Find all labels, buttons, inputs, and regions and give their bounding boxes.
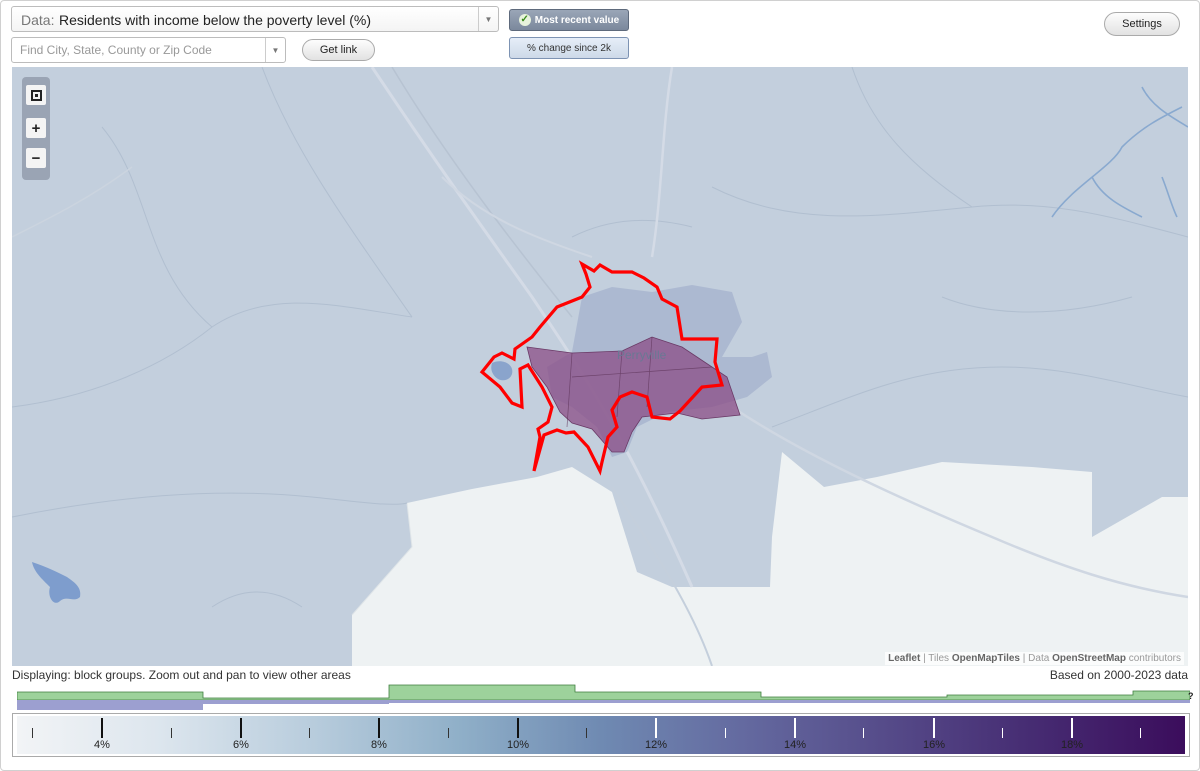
map-svg (12, 67, 1188, 666)
legend-minor-tick (586, 728, 587, 738)
data-select-value: Residents with income below the poverty … (59, 12, 372, 28)
selection-internal-lines (566, 336, 713, 428)
percent-change-toggle[interactable]: % change since 2k (509, 37, 629, 59)
legend-label-8: 8% (371, 739, 387, 751)
legend-label-4: 4% (94, 739, 110, 751)
legend-tick (517, 718, 519, 738)
search-input[interactable] (20, 43, 260, 57)
legend-tick (933, 718, 935, 738)
legend-label-18: 18% (1060, 739, 1084, 751)
water-area (352, 452, 1188, 666)
legend-minor-tick (863, 728, 864, 738)
legend-minor-tick (725, 728, 726, 738)
city-boundary-outline (479, 260, 725, 476)
legend-tick (655, 718, 657, 738)
get-link-button[interactable]: Get link (302, 39, 375, 61)
legend-minor-tick (309, 728, 310, 738)
openstreetmap-link[interactable]: OpenStreetMap (1052, 653, 1126, 664)
openmaptiles-link[interactable]: OpenMapTiles (951, 653, 1020, 664)
legend-label-12: 12% (644, 739, 668, 751)
chevron-down-icon[interactable]: ▼ (265, 38, 285, 62)
histogram-green-bars (17, 684, 1190, 701)
legend-tick (1071, 718, 1073, 738)
legend-label-10: 10% (506, 739, 530, 751)
legend-tick (101, 718, 103, 738)
location-search[interactable]: ▼ (11, 37, 286, 63)
legend-label-14: 14% (783, 739, 807, 751)
fullscreen-button[interactable] (26, 85, 46, 105)
zoom-in-button[interactable]: + (26, 118, 46, 138)
zoom-control: + − (22, 77, 50, 180)
map-canvas[interactable]: + − Perryville Leaflet | Tiles OpenMapTi… (12, 67, 1188, 666)
map-attribution: Leaflet | Tiles OpenMapTiles | Data Open… (885, 652, 1184, 665)
legend-tick (378, 718, 380, 738)
distribution-histogram (17, 684, 1190, 710)
legend-label-16: 16% (922, 739, 946, 751)
most-recent-toggle[interactable]: ✓ Most recent value (509, 9, 629, 31)
block-boundaries (12, 67, 1188, 608)
legend-tick (240, 718, 242, 738)
check-icon: ✓ (518, 14, 531, 26)
zoom-out-button[interactable]: − (26, 148, 46, 168)
fullscreen-icon (30, 89, 42, 101)
selected-block-groups[interactable] (526, 336, 741, 453)
chevron-down-icon[interactable]: ▼ (478, 7, 498, 31)
pond (491, 361, 513, 381)
legend-label-6: 6% (233, 739, 249, 751)
histogram-purple-bars (17, 700, 1190, 710)
legend-minor-tick (32, 728, 33, 738)
plus-icon: + (31, 119, 41, 137)
legend-minor-tick (1002, 728, 1003, 738)
water-edge (351, 502, 413, 616)
help-icon[interactable]: ? (1188, 691, 1194, 701)
data-select-prefix: Data: (21, 12, 55, 28)
data-range-note: Based on 2000-2023 data (1049, 668, 1188, 682)
legend-minor-tick (1140, 728, 1141, 738)
roads (12, 67, 1188, 666)
lake (32, 562, 81, 603)
settings-button[interactable]: Settings (1104, 12, 1180, 36)
leaflet-link[interactable]: Leaflet (888, 653, 921, 664)
displaying-note: Displaying: block groups. Zoom out and p… (12, 668, 351, 682)
legend-minor-tick (171, 728, 172, 738)
legend-scale: 4% 6% 8% 10% 12% 14% 16% 18% (12, 713, 1190, 757)
legend-tick (794, 718, 796, 738)
minus-icon: − (31, 149, 41, 167)
place-label: Perryville (617, 348, 667, 362)
legend-minor-tick (448, 728, 449, 738)
legend-gradient (17, 716, 1185, 754)
data-select[interactable]: Data: Residents with income below the po… (11, 6, 499, 32)
most-recent-label: Most recent value (534, 14, 620, 26)
waterways (1051, 86, 1188, 218)
percent-change-label: % change since 2k (527, 42, 611, 54)
